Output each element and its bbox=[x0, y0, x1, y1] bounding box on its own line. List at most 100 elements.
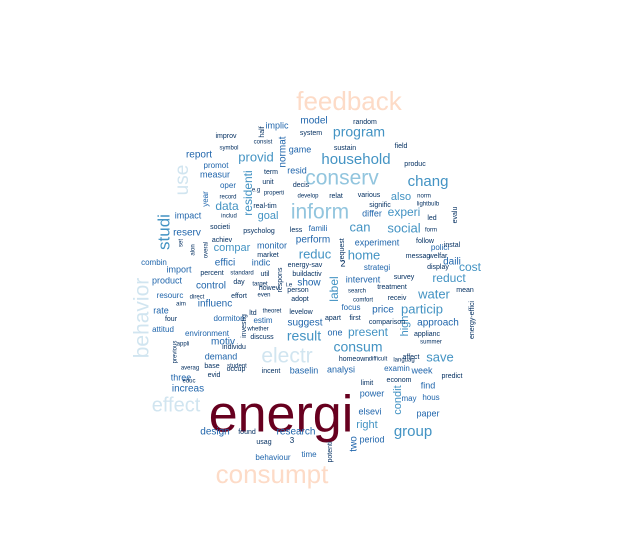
word-studi: studi bbox=[154, 214, 173, 250]
word-power: power bbox=[360, 388, 385, 398]
word-intervent: intervent bbox=[346, 274, 381, 284]
word-effort: effort bbox=[231, 293, 247, 300]
word-3: 3 bbox=[290, 436, 295, 445]
word-approach: approach bbox=[417, 318, 459, 329]
word-languag: languag bbox=[393, 358, 414, 364]
word-alon: alon bbox=[191, 244, 197, 255]
word-potenti: potenti bbox=[327, 441, 334, 462]
word-combin: combin bbox=[141, 258, 167, 267]
word-aim: aim bbox=[176, 302, 186, 308]
word-summer: summer bbox=[420, 340, 442, 346]
word-cloud-words: energi consumpt feedback inform conserv elect… bbox=[131, 86, 482, 489]
word-model: model bbox=[300, 116, 327, 127]
word-various: various bbox=[358, 192, 381, 199]
word-mean: mean bbox=[456, 287, 474, 294]
word-evid: evid bbox=[208, 372, 221, 379]
word-examin: examin bbox=[384, 364, 410, 373]
word-psycholog: psycholog bbox=[243, 228, 275, 235]
word-effici: effici bbox=[215, 258, 235, 269]
word-2: 2 bbox=[340, 258, 345, 268]
word-implic: implic bbox=[265, 120, 289, 130]
word-influenc: influenc bbox=[198, 299, 232, 310]
word-receiv: receiv bbox=[388, 295, 407, 302]
word-famili: famili bbox=[309, 224, 328, 233]
word-overal: overal bbox=[204, 242, 210, 258]
word-show: show bbox=[297, 278, 321, 289]
word-electr: electr bbox=[261, 345, 312, 368]
word-game: game bbox=[289, 144, 312, 154]
word-display: display bbox=[427, 264, 449, 271]
word-dormitori: dormitori bbox=[213, 314, 244, 323]
word-survey: survey bbox=[394, 274, 415, 281]
word-improv: improv bbox=[215, 133, 237, 140]
word-field: field bbox=[395, 143, 408, 150]
word-previous: previous bbox=[173, 341, 179, 364]
word-experi: experi bbox=[388, 205, 421, 219]
word-student: student bbox=[227, 364, 247, 370]
word-less: less bbox=[290, 227, 303, 234]
word-control: control bbox=[196, 281, 226, 292]
word-day: day bbox=[233, 279, 245, 286]
word-applianc: applianc bbox=[414, 331, 441, 338]
word-base: base bbox=[204, 363, 219, 370]
word-difficult: difficult bbox=[369, 357, 388, 363]
word-properti: properti bbox=[264, 191, 284, 197]
word-data: data bbox=[215, 199, 239, 213]
word-focus: focus bbox=[341, 303, 360, 312]
word-buildactiv: buildactiv bbox=[292, 271, 322, 278]
word-instal: instal bbox=[444, 242, 461, 249]
word-levelow: levelow bbox=[289, 309, 313, 316]
word-household: household bbox=[321, 151, 390, 168]
word-consum: consum bbox=[333, 339, 382, 355]
word-target: target bbox=[252, 282, 268, 288]
word-week: week bbox=[410, 365, 433, 375]
word-limit: limit bbox=[361, 380, 373, 387]
word-demand: demand bbox=[205, 351, 238, 361]
word-normat: normat bbox=[278, 136, 289, 167]
word-year: year bbox=[201, 191, 210, 207]
word-import: import bbox=[166, 264, 192, 274]
word-respons: respons bbox=[277, 267, 284, 292]
word-reduct: reduct bbox=[432, 271, 466, 285]
word-feedback: feedback bbox=[296, 86, 403, 116]
word-apart: apart bbox=[325, 315, 341, 322]
word-compar: compar bbox=[214, 242, 251, 254]
word-design: design bbox=[200, 427, 229, 438]
word-label: label bbox=[327, 276, 341, 301]
word-form: form bbox=[425, 228, 437, 234]
word-whether: whether bbox=[246, 327, 268, 333]
word-comparison: comparison bbox=[369, 319, 405, 326]
word-incent: incent bbox=[262, 368, 281, 375]
word-achiev: achiev bbox=[212, 237, 233, 244]
word-unit: unit bbox=[262, 179, 273, 186]
word-suggest: suggest bbox=[287, 318, 322, 329]
word-reserv: reserv bbox=[173, 228, 201, 239]
word-increas: increas bbox=[172, 384, 204, 395]
word-right: right bbox=[356, 419, 377, 431]
word-conserv: conserv bbox=[305, 167, 379, 190]
word-found: found bbox=[238, 429, 256, 436]
word-societi: societi bbox=[210, 224, 230, 231]
word-oper: oper bbox=[220, 181, 236, 190]
word-impact: impact bbox=[175, 210, 202, 220]
word-home: home bbox=[348, 247, 381, 262]
word-estim: estim bbox=[253, 316, 272, 325]
word-comfort: comfort bbox=[353, 298, 373, 304]
word-produc: produc bbox=[404, 161, 426, 168]
word-sustain: sustain bbox=[334, 145, 356, 152]
word-motiv: motiv bbox=[211, 337, 235, 348]
word-differ: differ bbox=[362, 208, 382, 218]
word-find: find bbox=[421, 380, 436, 390]
word-adopt: adopt bbox=[291, 296, 309, 303]
word-can: can bbox=[350, 219, 371, 234]
word-high: high bbox=[399, 316, 411, 337]
word-product: product bbox=[152, 275, 183, 285]
word-rate: rate bbox=[153, 305, 169, 315]
word-also: also bbox=[391, 191, 411, 203]
word-discuss: discuss bbox=[250, 334, 274, 341]
word-resourc: resourc bbox=[157, 291, 184, 300]
word-energi: energi bbox=[209, 386, 354, 444]
word-result: result bbox=[287, 328, 321, 344]
word-percent: percent bbox=[200, 270, 223, 277]
word-program: program bbox=[333, 124, 385, 140]
